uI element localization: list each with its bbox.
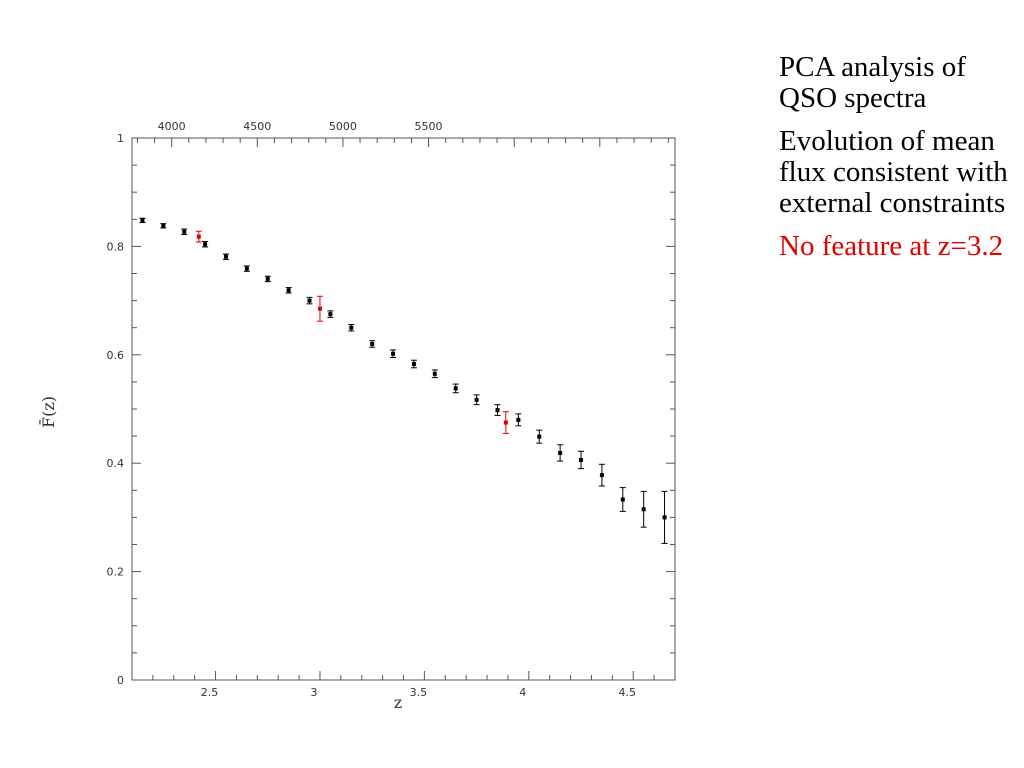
- data-point: [306, 296, 313, 305]
- point-marker: [391, 351, 396, 356]
- point-marker: [579, 457, 584, 462]
- point-marker: [641, 507, 646, 512]
- point-marker: [662, 515, 667, 520]
- point-marker: [317, 306, 322, 311]
- x-tick-label: 2.5: [201, 686, 219, 699]
- tick-labels: 00.20.40.60.810.40.50.60.70.80.92.533.54…: [107, 120, 636, 699]
- point-marker: [516, 417, 521, 422]
- data-point: [181, 228, 188, 235]
- data-point: [222, 253, 229, 260]
- axis-ticks: [131, 137, 676, 681]
- data-point: [515, 413, 522, 427]
- point-marker: [503, 420, 508, 425]
- mean-flux-evolution-text: Evolution of mean flux consistent with e…: [779, 125, 1008, 219]
- x-tick-label: 3.5: [410, 686, 428, 699]
- data-point: [578, 450, 585, 470]
- data-point: [502, 411, 509, 434]
- data-point: [431, 369, 438, 379]
- y-tick-label: 0.2: [107, 566, 125, 579]
- y-tick-label: 0: [117, 674, 124, 687]
- data-point: [536, 429, 543, 444]
- point-marker: [161, 223, 166, 228]
- data-point: [640, 490, 647, 528]
- data-point: [195, 230, 202, 243]
- data-points: [139, 217, 668, 544]
- data-point: [661, 490, 668, 544]
- top-tick-label: 5000: [329, 120, 357, 133]
- flux-chart: 00.20.40.60.810.40.50.60.70.80.92.533.54…: [37, 120, 676, 712]
- point-marker: [223, 254, 228, 259]
- plot-frame: [131, 137, 676, 681]
- point-marker: [432, 371, 437, 376]
- data-point: [473, 394, 480, 406]
- x-tick-label: 4.5: [618, 686, 636, 699]
- point-marker: [411, 362, 416, 367]
- y-tick-label: 0.6: [107, 349, 125, 362]
- data-point: [160, 223, 167, 229]
- data-point: [139, 217, 146, 224]
- point-marker: [244, 266, 249, 271]
- point-marker: [182, 229, 187, 234]
- y-tick-label: 0.8: [107, 240, 125, 253]
- point-marker: [203, 242, 208, 247]
- top-tick-label: 5500: [415, 120, 443, 133]
- data-point: [316, 295, 323, 322]
- no-feature-text: No feature at z=3.2: [779, 230, 1004, 262]
- point-marker: [370, 341, 375, 346]
- data-point: [327, 310, 334, 318]
- data-point: [619, 487, 626, 512]
- point-marker: [620, 497, 625, 502]
- point-marker: [196, 234, 201, 239]
- data-point: [285, 287, 292, 294]
- y-tick-label: 1: [117, 132, 124, 145]
- point-marker: [599, 473, 604, 478]
- point-marker: [140, 218, 145, 223]
- x-tick-label: 4: [519, 686, 526, 699]
- data-point: [598, 463, 605, 487]
- point-marker: [558, 450, 563, 455]
- point-marker: [474, 397, 479, 402]
- data-point: [348, 323, 355, 332]
- pca-analysis-text: PCA analysis of QSO spectra: [779, 51, 966, 114]
- top-tick-label: 4000: [158, 120, 186, 133]
- data-point: [202, 241, 209, 248]
- point-marker: [453, 386, 458, 391]
- point-marker: [286, 288, 291, 293]
- point-marker: [495, 408, 500, 413]
- y-axis-label: F̄(z): [37, 396, 58, 428]
- point-marker: [349, 325, 354, 330]
- point-marker: [328, 312, 333, 317]
- slide-text-panel: PCA analysis of QSO spectra Evolution of…: [779, 52, 1014, 274]
- point-marker: [265, 276, 270, 281]
- data-point: [557, 444, 564, 462]
- y-tick-label: 0.4: [107, 457, 125, 470]
- x-axis-label: z: [394, 693, 402, 712]
- data-point: [410, 359, 417, 369]
- data-point: [452, 383, 459, 394]
- top-tick-label: 4500: [243, 120, 271, 133]
- data-point: [390, 349, 397, 359]
- data-point: [369, 340, 376, 348]
- x-tick-label: 3: [310, 686, 317, 699]
- point-marker: [307, 298, 312, 303]
- data-point: [243, 265, 250, 272]
- point-marker: [537, 434, 542, 439]
- data-point: [494, 404, 501, 417]
- data-point: [264, 275, 271, 283]
